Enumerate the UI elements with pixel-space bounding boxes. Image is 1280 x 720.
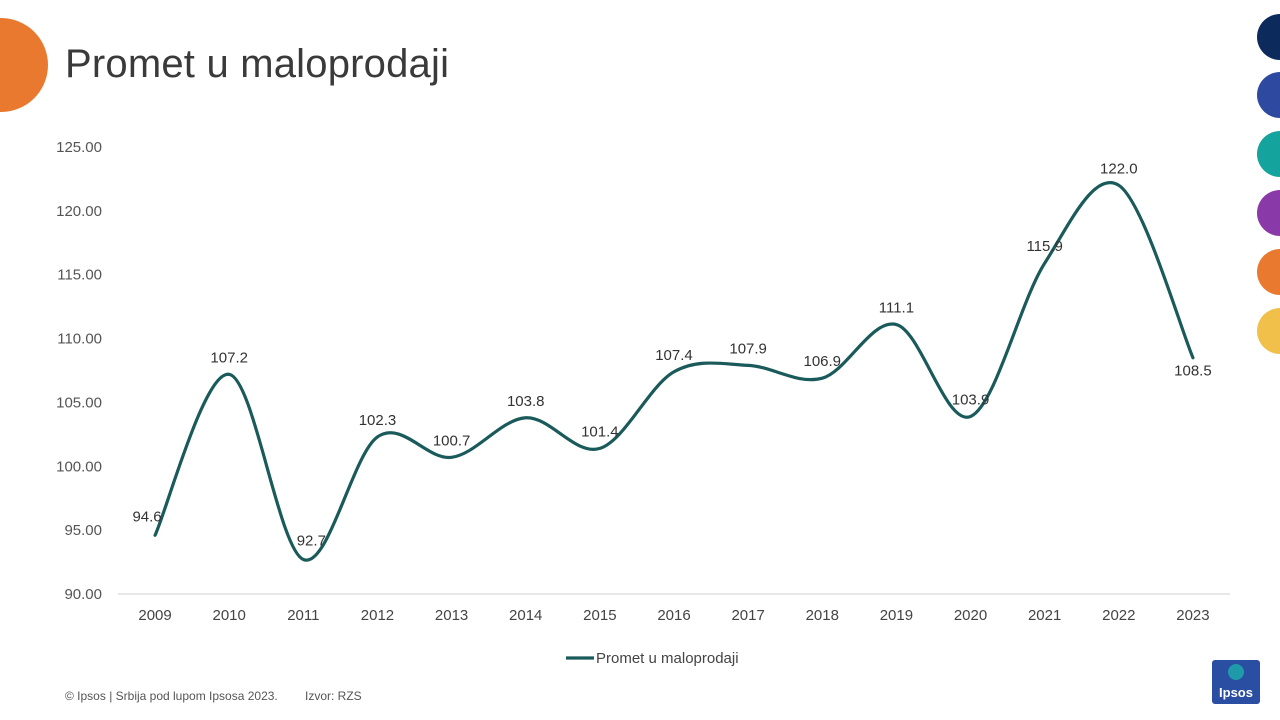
data-label: 107.9 xyxy=(729,340,767,357)
logo-text: Ipsos xyxy=(1219,685,1253,700)
ipsos-logo: Ipsos xyxy=(1212,660,1260,704)
data-label: 122.0 xyxy=(1100,160,1138,177)
logo-mark-icon xyxy=(1228,664,1244,680)
data-label: 107.4 xyxy=(655,347,693,364)
series-line-promet xyxy=(153,181,1195,562)
y-tick-label: 100.00 xyxy=(56,458,102,475)
data-label: 107.2 xyxy=(210,349,248,366)
x-tick-label: 2022 xyxy=(1102,607,1135,624)
y-tick-label: 120.00 xyxy=(56,203,102,220)
page-title: Promet u maloprodaji xyxy=(65,42,450,86)
data-label: 108.5 xyxy=(1174,363,1212,380)
y-tick-label: 110.00 xyxy=(57,331,102,348)
x-tick-label: 2010 xyxy=(213,607,246,624)
footer-source: Izvor: RZS xyxy=(305,689,362,703)
data-label: 92.7 xyxy=(297,533,326,550)
x-tick-label: 2009 xyxy=(138,607,171,624)
data-label: 101.4 xyxy=(581,423,619,440)
data-label: 103.9 xyxy=(952,391,990,408)
x-tick-label: 2018 xyxy=(806,607,839,624)
x-tick-label: 2016 xyxy=(657,607,690,624)
x-tick-label: 2011 xyxy=(287,607,319,624)
footer-copyright: © Ipsos | Srbija pod lupom Ipsosa 2023. xyxy=(65,689,278,703)
side-dot-5 xyxy=(1257,249,1280,295)
x-tick-label: 2013 xyxy=(435,607,468,624)
y-tick-label: 115.00 xyxy=(57,267,102,284)
data-label: 94.6 xyxy=(132,508,161,525)
x-tick-label: 2015 xyxy=(583,607,616,624)
side-dot-1 xyxy=(1257,14,1280,60)
side-dot-2 xyxy=(1257,72,1280,118)
side-dot-6 xyxy=(1257,308,1280,354)
y-tick-label: 90.00 xyxy=(64,586,102,603)
legend-label: Promet u maloprodaji xyxy=(596,650,739,667)
y-tick-label: 105.00 xyxy=(56,394,102,411)
x-tick-label: 2019 xyxy=(880,607,913,624)
y-tick-label: 125.00 xyxy=(56,139,102,156)
side-dot-3 xyxy=(1257,131,1280,177)
x-tick-label: 2020 xyxy=(954,607,987,624)
x-tick-label: 2023 xyxy=(1176,607,1209,624)
data-label: 111.1 xyxy=(879,300,914,317)
x-tick-label: 2021 xyxy=(1028,607,1061,624)
side-dot-4 xyxy=(1257,190,1280,236)
data-label: 115.9 xyxy=(1026,238,1062,255)
x-tick-label: 2017 xyxy=(731,607,764,624)
x-tick-label: 2014 xyxy=(509,607,542,624)
data-label: 106.9 xyxy=(803,353,841,370)
data-label: 102.3 xyxy=(359,412,397,429)
y-tick-label: 95.00 xyxy=(64,522,102,539)
data-label: 100.7 xyxy=(433,432,471,449)
x-tick-label: 2012 xyxy=(361,607,394,624)
data-label: 103.8 xyxy=(507,393,545,410)
